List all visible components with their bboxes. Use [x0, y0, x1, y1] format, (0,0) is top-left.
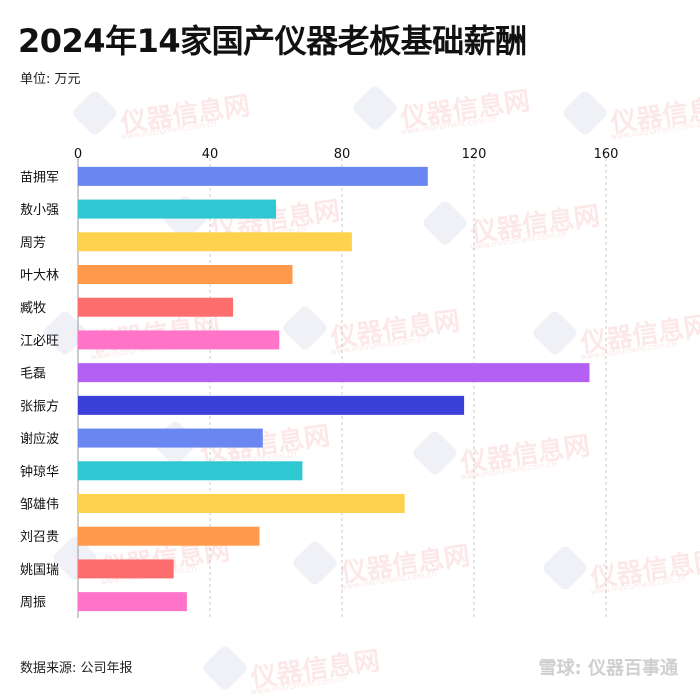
category-label: 钟琼华 — [20, 464, 59, 480]
chart-title: 2024年14家国产仪器老板基础薪酬 — [18, 22, 527, 60]
unit-label: 单位: 万元 — [20, 72, 81, 87]
data-source: 数据来源: 公司年报 — [20, 661, 133, 676]
bar — [78, 526, 260, 546]
x-tick-label: 80 — [334, 147, 351, 162]
category-label: 刘召贵 — [20, 530, 59, 545]
category-label: 苗拥军 — [20, 170, 59, 185]
bar — [78, 363, 590, 383]
category-label: 周芳 — [20, 236, 46, 251]
category-label: 姚国瑞 — [20, 563, 59, 578]
bar — [78, 166, 428, 186]
bar — [78, 461, 303, 481]
category-label: 敖小强 — [20, 202, 59, 218]
bar — [78, 265, 293, 284]
bar — [78, 297, 234, 317]
x-tick-label: 40 — [202, 147, 219, 162]
x-tick-label: 120 — [462, 147, 487, 162]
bar — [78, 494, 405, 513]
bar — [78, 592, 187, 612]
bar — [78, 395, 465, 415]
category-label: 张振方 — [20, 398, 59, 414]
category-label: 臧牧 — [20, 300, 46, 316]
x-tick-label: 0 — [74, 147, 82, 162]
bar — [78, 199, 276, 219]
category-label: 邹雄伟 — [20, 497, 59, 513]
category-label: 周振 — [20, 596, 46, 611]
category-label: 谢应波 — [20, 431, 59, 447]
category-label: 叶大林 — [20, 269, 59, 284]
bar — [78, 330, 280, 350]
brand-watermark: 雪球: 仪器百事通 — [538, 658, 678, 679]
category-label: 江必旺 — [20, 334, 59, 349]
x-tick-label: 160 — [594, 147, 619, 162]
bar — [78, 559, 174, 579]
bar — [78, 428, 263, 448]
category-label: 毛磊 — [20, 367, 46, 382]
bar — [78, 232, 352, 252]
